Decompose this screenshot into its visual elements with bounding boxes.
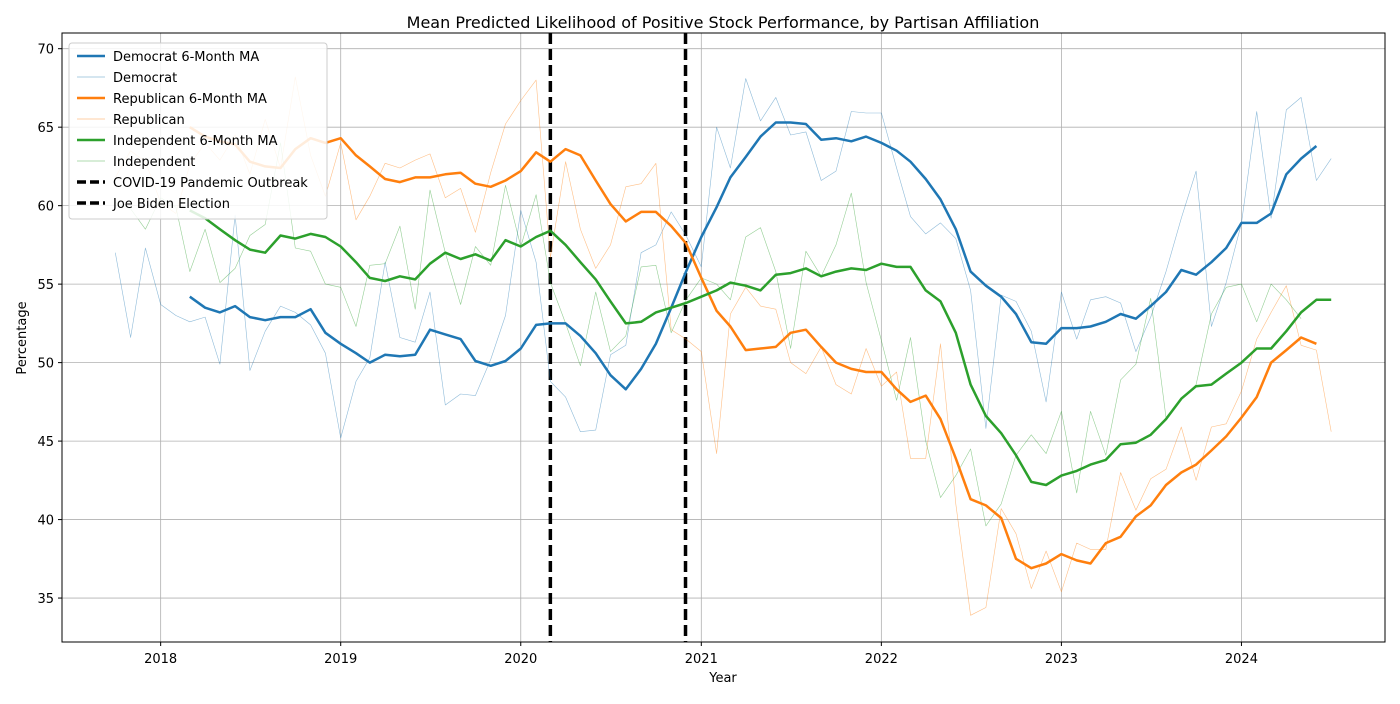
y-tick-label: 65 <box>37 121 54 136</box>
x-tick-label: 2024 <box>1225 652 1258 667</box>
y-axis-label: Percentage <box>15 301 30 374</box>
x-axis-label: Year <box>708 671 737 686</box>
series-line-independent <box>115 142 1302 527</box>
legend-label: Democrat 6-Month MA <box>113 50 259 65</box>
axis-ticks: 2018 2019 2020 2021 2022 2023 2024 35 40 45 50 55 60… <box>37 43 1258 667</box>
grid <box>62 33 1385 642</box>
legend-label: Democrat <box>113 71 177 86</box>
y-tick-label: 45 <box>37 435 54 450</box>
y-tick-label: 60 <box>37 200 54 215</box>
legend-label: Republican <box>113 113 185 128</box>
series-line-democrat <box>115 78 1332 439</box>
x-tick-label: 2018 <box>144 652 177 667</box>
series-lines <box>115 76 1332 616</box>
y-tick-label: 50 <box>37 357 54 372</box>
plot-frame <box>61 32 1386 643</box>
chart-title: Mean Predicted Likelihood of Positive St… <box>407 13 1040 32</box>
legend-box <box>68 42 328 220</box>
legend-label: Joe Biden Election <box>112 197 230 212</box>
y-tick-label: 70 <box>37 43 54 58</box>
x-tick-label: 2019 <box>324 652 357 667</box>
y-tick-label: 55 <box>37 278 54 293</box>
y-tick-label: 35 <box>37 592 54 607</box>
series-line-independent-6-month-ma <box>189 209 1332 487</box>
x-tick-label: 2020 <box>504 652 537 667</box>
legend-label: Independent <box>113 155 195 170</box>
series-line-democrat-6-month-ma <box>189 121 1318 391</box>
event-lines <box>548 33 688 642</box>
legend-label: COVID-19 Pandemic Outbreak <box>113 176 308 191</box>
y-tick-label: 40 <box>37 514 54 529</box>
legend-label: Republican 6-Month MA <box>113 92 267 107</box>
x-tick-label: 2021 <box>685 652 718 667</box>
legend: Democrat 6-Month MA Democrat Republican 6-… <box>68 42 328 220</box>
series-line-republican-6-month-ma <box>189 126 1317 570</box>
x-tick-label: 2023 <box>1045 652 1078 667</box>
x-tick-label: 2022 <box>865 652 898 667</box>
legend-label: Independent 6-Month MA <box>113 134 278 149</box>
